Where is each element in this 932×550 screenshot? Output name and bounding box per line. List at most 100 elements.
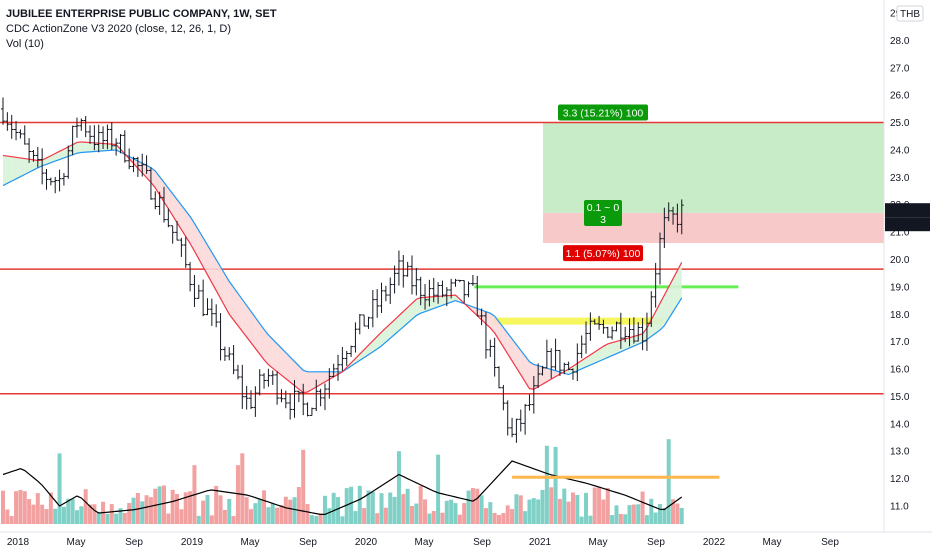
ohlc-bar — [127, 148, 132, 170]
ohlc-bar — [566, 361, 571, 371]
risk-reward-label[interactable]: 0.1 ~ 03 — [584, 199, 622, 226]
ema-ribbon-fill — [68, 144, 73, 157]
volume-bar — [218, 495, 223, 524]
ema-ribbon-fill — [472, 306, 478, 316]
volume-bar — [288, 499, 293, 524]
ohlc-bar — [557, 349, 562, 376]
ohlc-bar — [170, 225, 175, 244]
ohlc-bar — [640, 318, 645, 351]
ohlc-bar — [218, 313, 223, 361]
countdown-badge — [885, 217, 930, 232]
ema-ribbon-fill — [3, 155, 8, 186]
ohlc-bar — [479, 308, 484, 326]
volume-bar — [531, 498, 536, 524]
stop-label[interactable]: 1.1 (5.07%) 100 — [563, 245, 643, 262]
ohlc-bar — [144, 155, 149, 174]
ema-ribbon-fill — [24, 158, 30, 175]
ema-ribbon-fill — [59, 149, 64, 160]
stop-label-bg — [563, 245, 643, 262]
ohlc-bar — [131, 156, 136, 173]
volume-bar — [440, 512, 445, 524]
volume-bar — [266, 507, 271, 524]
ohlc-bar — [370, 290, 375, 328]
ema-ribbon-fill — [446, 295, 452, 304]
ema-ribbon-fill — [190, 216, 195, 252]
volume-bar — [257, 498, 262, 524]
volume-bar — [35, 493, 40, 524]
chart-legend: JUBILEE ENTERPRISE PUBLIC COMPANY, 1W, S… — [6, 7, 277, 52]
volume-bar — [183, 492, 188, 524]
volume-label[interactable]: Vol (10) — [6, 38, 44, 50]
volume-bar — [157, 486, 162, 524]
ema-ribbon-fill — [277, 343, 282, 376]
ema-ribbon-fill — [290, 357, 295, 386]
y-tick-label: 20.0 — [890, 255, 910, 266]
ema-ribbon-fill — [220, 266, 225, 307]
volume-bar — [209, 515, 214, 524]
volume-ma-line — [2, 460, 683, 516]
volume-bar — [362, 508, 367, 524]
volume-bar — [205, 494, 210, 524]
ema-ribbon-fill — [546, 368, 552, 382]
ohlc-bar — [336, 354, 341, 381]
volume-bar — [296, 487, 301, 524]
ema-ribbon-fill — [485, 311, 491, 328]
ema-ribbon-fill — [525, 355, 530, 389]
chart-title: JUBILEE ENTERPRISE PUBLIC COMPANY, 1W, S… — [6, 8, 277, 20]
volume-bar — [188, 491, 193, 524]
ohlc-bar — [79, 118, 84, 131]
ema-ribbon-fill — [251, 311, 256, 349]
ohlc-bar — [314, 379, 319, 411]
volume-bar — [540, 489, 545, 524]
ohlc-bar — [283, 390, 288, 409]
ohlc-bar — [357, 314, 362, 335]
ema-ribbon-fill — [411, 299, 417, 320]
x-tick-label: May — [241, 537, 260, 548]
volume-bar — [92, 504, 97, 524]
target-label-text: 3.3 (15.21%) 100 — [563, 108, 644, 120]
price-bars — [1, 97, 684, 443]
volume-bar — [301, 449, 306, 524]
ohlc-bar — [449, 278, 454, 299]
ohlc-bar — [22, 125, 27, 145]
volume-pane — [1, 439, 684, 524]
ema-ribbon-fill — [316, 371, 321, 387]
ema-ribbon-fill — [311, 371, 317, 390]
ohlc-bar — [531, 375, 536, 414]
ohlc-bar — [40, 148, 45, 185]
indicator-label[interactable]: CDC ActionZone V3 2020 (close, 12, 26, 1… — [6, 23, 232, 35]
ohlc-bar — [644, 312, 649, 351]
ema-ribbon-fill — [425, 297, 430, 312]
ema-ribbon-fill — [294, 361, 299, 390]
volume-bar — [5, 509, 10, 524]
ohlc-bar — [344, 350, 349, 366]
volume-bar — [322, 495, 327, 524]
ohlc-bar — [96, 124, 101, 153]
ema-ribbon-fill — [533, 364, 539, 390]
ema-ribbon-fill — [81, 141, 86, 153]
x-tick-label: 2019 — [181, 537, 204, 548]
volume-bar — [444, 500, 449, 524]
volume-bar — [601, 499, 606, 524]
ema-ribbon-fill — [385, 323, 391, 343]
ohlc-bar — [222, 346, 227, 361]
ohlc-bar — [675, 203, 680, 233]
horizontal-levels[interactable] — [0, 121, 884, 479]
ema-ribbon-fill — [255, 317, 260, 355]
ohlc-bar — [383, 285, 388, 302]
ema-ribbon-fill — [442, 295, 447, 306]
volume-bar — [175, 494, 180, 524]
x-tick-label: May — [763, 537, 782, 548]
target-label[interactable]: 3.3 (15.21%) 100 — [558, 104, 648, 121]
volume-bar — [244, 497, 249, 524]
x-tick-label: 2018 — [7, 537, 30, 548]
ohlc-bar — [584, 321, 589, 354]
position-labels[interactable]: 3.3 (15.21%) 100 1.1 (5.07%) 100 0.1 ~ 03 — [558, 104, 648, 262]
ohlc-bar — [562, 362, 567, 375]
volume-bar — [597, 486, 602, 524]
volume-bar — [235, 465, 240, 524]
ohlc-bar — [249, 390, 254, 410]
ema-ribbon-fill — [538, 365, 543, 387]
ohlc-bar — [18, 129, 23, 139]
